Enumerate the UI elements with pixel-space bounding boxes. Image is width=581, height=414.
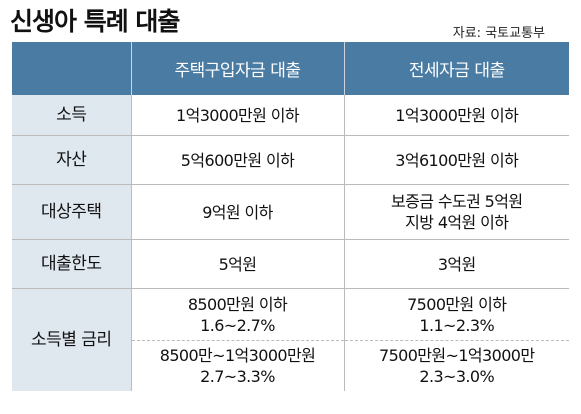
row-label-rate: 소득별 금리 <box>12 288 132 391</box>
page-title: 신생아 특례 대출 <box>10 7 180 36</box>
rate-tier1-jeonse-income: 7500만원 이하 <box>407 294 507 314</box>
row-loan-limit: 대출한도 5억원 3억원 <box>12 239 569 289</box>
housing-jeonse-line-1: 보증금 수도권 5억원 <box>390 192 523 211</box>
rate-tier2-jeonse-rate: 2.3~3.0% <box>419 367 495 386</box>
rate-tier2-purchase-income: 8500만~1억3000만원 <box>159 346 316 365</box>
cell-limit-jeonse: 3억원 <box>344 239 569 289</box>
housing-jeonse-line-2: 지방 4억원 이하 <box>405 213 509 232</box>
row-rate-tier-2: 8500만~1억3000만원 2.7~3.3% 7500만원~1억3000만 2… <box>12 340 569 392</box>
loan-comparison-table: 주택구입자금 대출 전세자금 대출 소득 1억3000만원 이하 1억3000만… <box>12 42 569 391</box>
cell-rate-tier2-jeonse: 7500만원~1억3000만 2.3~3.0% <box>344 341 569 392</box>
rate-tier2-purchase-rate: 2.7~3.3% <box>200 367 275 386</box>
source-note: 자료: 국토교통부 <box>452 26 545 41</box>
row-label-assets: 자산 <box>12 135 132 185</box>
rate-tier1-purchase-rate: 1.6~2.7% <box>200 315 275 335</box>
cell-assets-jeonse: 3억6100만원 이하 <box>344 135 569 185</box>
cell-income-purchase: 1억3000만원 이하 <box>131 95 345 136</box>
cell-limit-purchase: 5억원 <box>131 239 345 289</box>
rate-tier1-purchase-income: 8500만원 이하 <box>187 294 288 314</box>
row-rate-tier-1: 소득별 금리 8500만원 이하 1.6~2.7% 7500만원 이하 1.1~… <box>12 288 569 391</box>
cell-housing-jeonse: 보증금 수도권 5억원 지방 4억원 이하 <box>344 184 569 240</box>
row-target-housing: 대상주택 9억원 이하 보증금 수도권 5억원 지방 4억원 이하 <box>12 184 569 240</box>
row-income: 소득 1억3000만원 이하 1억3000만원 이하 <box>12 95 569 136</box>
rate-tier2-jeonse-income: 7500만원~1억3000만 <box>378 346 535 365</box>
cell-rate-tier1-jeonse: 7500만원 이하 1.1~2.3% <box>344 288 569 341</box>
cell-rate-tier1-purchase: 8500만원 이하 1.6~2.7% <box>131 288 345 341</box>
row-label-loan-limit: 대출한도 <box>12 239 132 289</box>
cell-rate-tier2-purchase: 8500만~1억3000만원 2.7~3.3% <box>131 340 345 391</box>
row-label-target-housing: 대상주택 <box>12 184 132 240</box>
header-jeonse-loan: 전세자금 대출 <box>344 42 569 95</box>
table-header-row: 주택구입자금 대출 전세자금 대출 <box>12 42 569 95</box>
header-purchase-loan: 주택구입자금 대출 <box>131 42 345 95</box>
cell-housing-purchase: 9억원 이하 <box>131 184 345 240</box>
cell-assets-purchase: 5억600만원 이하 <box>131 135 345 185</box>
rate-tier1-jeonse-rate: 1.1~2.3% <box>419 315 495 335</box>
header-corner <box>12 42 132 95</box>
cell-income-jeonse: 1억3000만원 이하 <box>344 95 569 136</box>
row-assets: 자산 5억600만원 이하 3억6100만원 이하 <box>12 135 569 185</box>
row-label-income: 소득 <box>12 95 132 136</box>
